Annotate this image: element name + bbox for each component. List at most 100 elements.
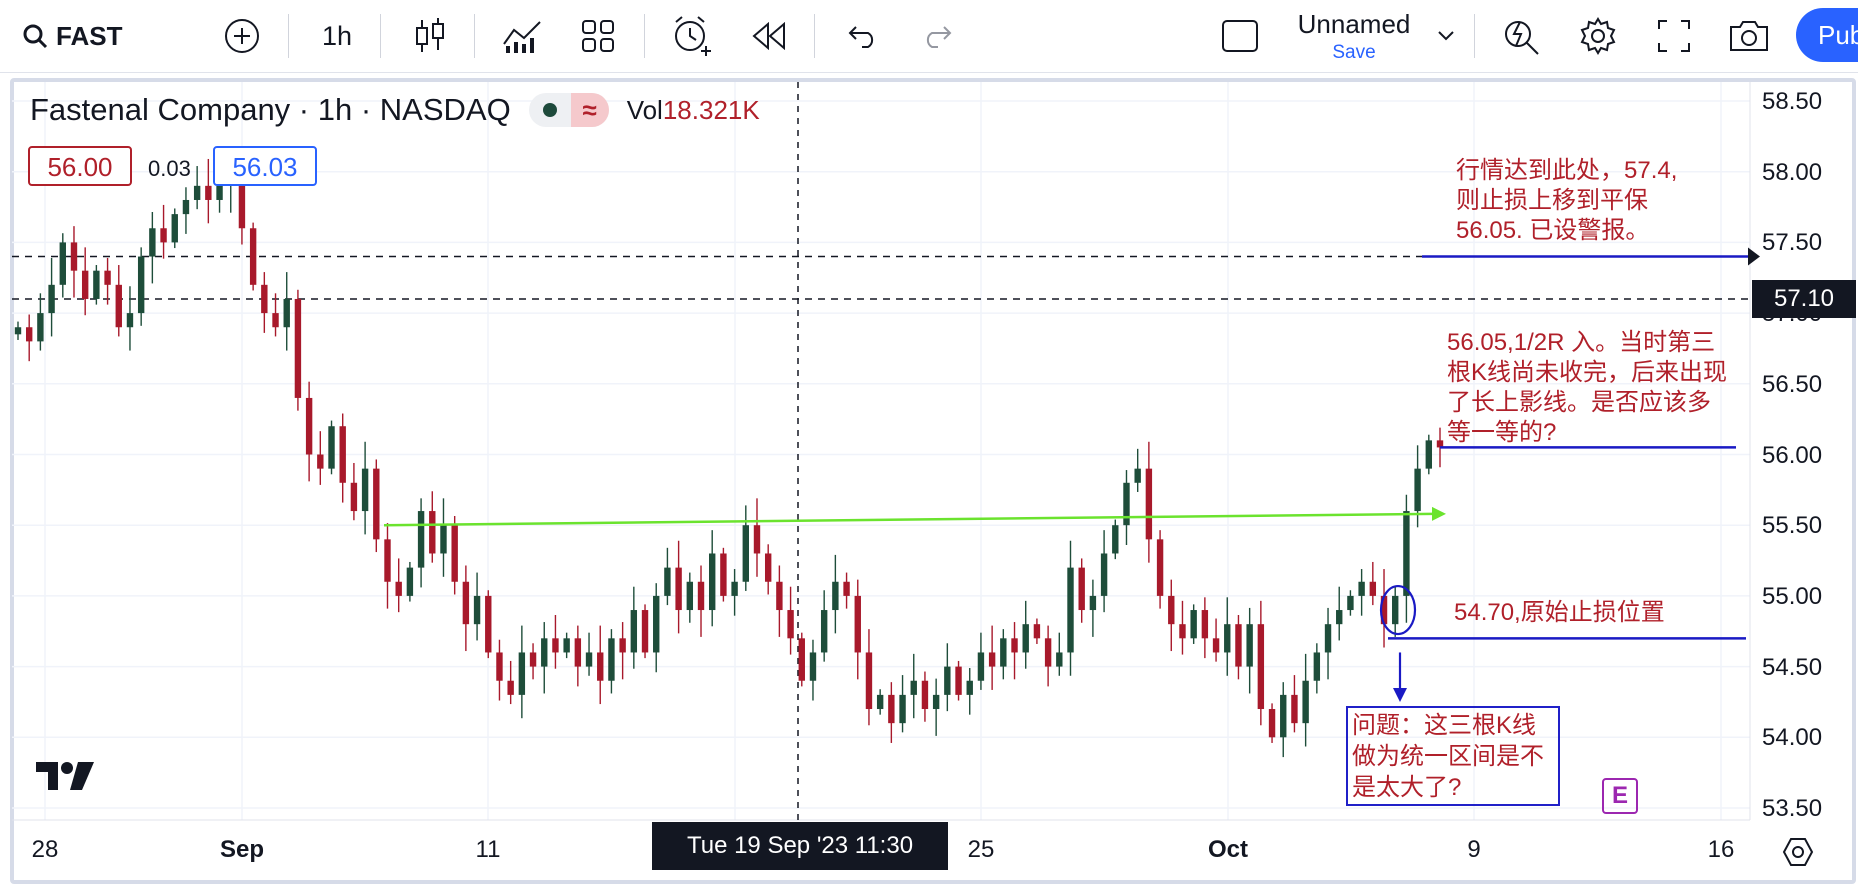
indicators-button[interactable]: [500, 0, 544, 72]
indicators-icon: [503, 21, 541, 53]
y-tick-label: 56.50: [1762, 370, 1823, 398]
redo-button[interactable]: [918, 0, 958, 72]
fullscreen-button[interactable]: [1654, 0, 1694, 72]
candle-body: [160, 228, 167, 243]
settings-button[interactable]: [1576, 0, 1620, 72]
buy-price-button[interactable]: 56.03: [213, 146, 317, 186]
candle-body: [798, 638, 805, 681]
symbol-search[interactable]: FAST: [22, 0, 122, 72]
resistance-trendline: [383, 512, 1433, 527]
candle-body: [1257, 624, 1265, 710]
candle-body: [417, 511, 425, 568]
axis-settings-button[interactable]: [1782, 836, 1814, 873]
candle-body: [1100, 553, 1108, 596]
replay-button[interactable]: [748, 0, 792, 72]
annotation-question-box[interactable]: 问题：这三根K线 做为统一区间是不 是太大了?: [1346, 706, 1560, 806]
annotation-stop-move[interactable]: 行情达到此处，57.4, 则止损上移到平保 56.05. 已设警报。: [1456, 156, 1677, 246]
candle-body: [876, 694, 884, 710]
candle-body: [574, 638, 582, 667]
x-tick-label: 11: [475, 836, 501, 863]
candle-body: [1011, 638, 1018, 653]
quick-search-button[interactable]: [1498, 0, 1546, 72]
candle-body: [630, 610, 638, 653]
snapshot-button[interactable]: [1726, 0, 1772, 72]
candle-body: [1156, 539, 1164, 596]
layouts-button[interactable]: [576, 0, 620, 72]
candle-body: [1044, 638, 1052, 667]
lightning-search-icon: [1505, 21, 1539, 55]
candle-body: [283, 298, 290, 328]
sell-price-button[interactable]: 56.00: [28, 146, 132, 186]
rewind-icon: [752, 22, 785, 50]
candle-body: [1380, 595, 1388, 625]
watchlist-toggle[interactable]: [1220, 0, 1260, 72]
candle-body: [1403, 511, 1410, 596]
candle-body: [451, 525, 458, 582]
candle-body: [1078, 567, 1085, 611]
alert-button[interactable]: [668, 0, 716, 72]
candle-body: [753, 525, 761, 554]
annotation-entry[interactable]: 56.05,1/2R 入。当时第三 根K线尚未收完，后来出现 了长上影线。是否应…: [1447, 328, 1727, 448]
candle-body: [832, 581, 839, 611]
candle-body: [294, 298, 302, 398]
candle-body: [104, 270, 111, 285]
tradingview-logo[interactable]: [34, 760, 96, 797]
candle-body: [440, 525, 447, 554]
candle-body: [462, 581, 470, 625]
y-tick-label: 58.50: [1762, 88, 1823, 115]
highlight-ellipse: [1379, 584, 1417, 636]
candle-body: [1056, 652, 1063, 667]
market-status-toggle[interactable]: ≈: [528, 93, 609, 127]
candle-body: [350, 482, 358, 512]
candle-body: [787, 610, 794, 639]
save-button[interactable]: Save: [1332, 41, 1376, 63]
undo-icon: [848, 26, 874, 48]
annotation-line: 则止损上移到平保: [1456, 187, 1648, 214]
candle-body: [899, 694, 906, 724]
candle-body: [1414, 468, 1421, 512]
chart-legend: Fastenal Company · 1h · NASDAQ ≈ Vol18.3…: [30, 92, 760, 128]
earnings-badge[interactable]: E: [1602, 778, 1638, 814]
y-tick-label: 57.50: [1762, 229, 1823, 257]
candle-body: [115, 284, 122, 328]
candle-body: [709, 553, 716, 611]
candle-body: [1358, 581, 1365, 596]
tv-logo-icon: [36, 762, 94, 790]
chart-type-button[interactable]: [410, 0, 450, 72]
candle-body: [1280, 694, 1287, 738]
candle-body: [48, 284, 55, 314]
candle-body: [1369, 581, 1377, 596]
candle-body: [1313, 652, 1321, 681]
x-tick-label: 28: [31, 836, 59, 863]
add-symbol-button[interactable]: [220, 0, 264, 72]
x-tick-label: Sep: [219, 836, 265, 863]
y-tick-label: 58.00: [1762, 158, 1823, 186]
y-tick-label: 55.00: [1762, 582, 1823, 610]
alarm-clock-plus-icon: [675, 16, 711, 56]
fullscreen-icon: [1658, 20, 1690, 52]
annotation-line: 行情达到此处，57.4,: [1456, 157, 1678, 184]
candle-body: [1436, 440, 1444, 448]
candle-body: [193, 185, 201, 200]
candle-body: [216, 185, 223, 200]
annotation-line: 问题：这三根K线: [1352, 712, 1537, 739]
chart-pane[interactable]: [10, 78, 1856, 884]
annotation-line: 56.05. 已设警报。: [1456, 217, 1650, 244]
candle-body: [653, 595, 660, 653]
candle-body: [305, 397, 313, 455]
x-tick-label: 16: [1707, 836, 1735, 863]
symbol-title[interactable]: Fastenal Company · 1h · NASDAQ: [30, 92, 511, 127]
layout-menu-button[interactable]: [1432, 0, 1460, 72]
candle-body: [597, 652, 604, 681]
interval-button[interactable]: 1h: [321, 20, 353, 51]
toolbar-divider: [1474, 14, 1475, 58]
undo-button[interactable]: [842, 0, 882, 72]
candle-body: [809, 652, 817, 681]
layout-name[interactable]: Unnamed Save: [1286, 0, 1422, 72]
y-tick-label: 54.50: [1762, 653, 1823, 681]
candle-body: [249, 228, 257, 285]
publish-button[interactable]: Publ: [1796, 8, 1858, 62]
camera-icon: [1730, 21, 1768, 51]
annotation-stop[interactable]: 54.70,原始止损位置: [1454, 599, 1665, 626]
